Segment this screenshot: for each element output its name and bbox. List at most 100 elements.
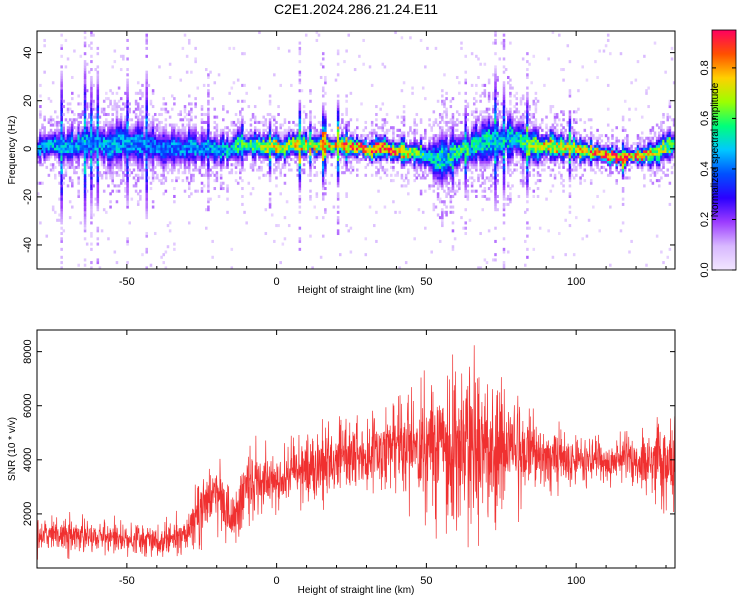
spectrogram-cell (345, 112, 348, 117)
spectrogram-cell (94, 134, 97, 138)
spectrogram-cell (385, 142, 389, 146)
spectrogram-cell (251, 136, 255, 140)
spectrogram-cell (173, 157, 176, 161)
spectrogram-cell (492, 165, 495, 169)
spectrogram-cell (379, 139, 382, 143)
spectrogram-cell (207, 163, 210, 167)
spectrogram-cell (37, 157, 40, 161)
spectrogram-cell (219, 144, 223, 148)
spectrogram-cell (192, 176, 195, 180)
spectrogram-cell (368, 150, 372, 154)
spectrogram-cell (447, 147, 450, 151)
spectrogram-cell (498, 126, 502, 130)
spectrogram-cell (441, 152, 444, 156)
spectrogram-cell (428, 152, 431, 156)
spectrogram-cell (181, 150, 185, 154)
spectrogram-cell (132, 176, 136, 180)
spectrogram-cell (198, 171, 202, 175)
spectrogram-cell (279, 152, 282, 156)
spectrogram-cell (90, 197, 93, 201)
spectrogram-cell (111, 131, 114, 135)
spectrogram-cell (287, 139, 291, 143)
spectrogram-cell (428, 150, 431, 154)
spectrogram-cell (92, 184, 95, 188)
spectrogram-cell (128, 142, 131, 146)
spectrogram-cell (109, 131, 112, 135)
spectrogram-cell (60, 171, 63, 175)
spectrogram-cell (58, 139, 61, 143)
spectrogram-cell (54, 131, 57, 135)
spectrogram-cell (215, 136, 219, 140)
spectrogram-cell (192, 147, 195, 151)
spectrogram-cell (111, 168, 114, 172)
spectrogram-cell (181, 155, 185, 159)
spectrogram-cell (400, 89, 404, 93)
spectrogram-cell (43, 142, 46, 146)
spectrogram-cell (502, 134, 506, 138)
spectrogram-cell (277, 165, 280, 169)
spectrogram-cell (436, 142, 440, 146)
spectrogram-cell (83, 94, 87, 98)
spectrogram-cell (54, 134, 57, 138)
spectrogram-cell (485, 118, 489, 122)
spectrogram-cell (479, 160, 482, 164)
spectrogram-cell (470, 120, 474, 124)
spectrogram-cell (234, 147, 238, 151)
spectrogram-cell (356, 173, 359, 177)
spectrogram-cell (139, 160, 142, 164)
spectrogram-cell (364, 136, 368, 140)
spectrogram-cell (472, 163, 476, 167)
spectrogram-cell (68, 118, 72, 122)
spectrogram-cell (290, 131, 293, 135)
spectrogram-cell (239, 123, 242, 127)
spectrogram-cell (398, 139, 402, 143)
spectrogram-cell (262, 150, 265, 154)
spectrogram-cell (151, 168, 155, 172)
spectrogram-cell (102, 165, 106, 169)
spectrogram-cell (345, 136, 348, 140)
spectrogram-cell (451, 229, 455, 233)
spectrogram-cell (481, 136, 484, 140)
spectrogram-cell (117, 150, 121, 154)
spectrogram-cell (215, 152, 219, 156)
spectrogram-cell (209, 173, 212, 177)
spectrogram-cell (347, 160, 351, 164)
spectrogram-cell (230, 131, 234, 135)
spectrogram-cell (111, 118, 114, 122)
spectrogram-cell (309, 142, 312, 146)
spectrogram-cell (111, 157, 114, 161)
spectrogram-cell (477, 57, 480, 61)
spectrogram-cell (502, 65, 506, 69)
spectrogram-cell (49, 118, 53, 122)
spectrogram-cell (349, 142, 353, 146)
spectrogram-cell (260, 120, 263, 124)
spectrogram-cell (292, 139, 295, 143)
spectrogram-cell (162, 173, 165, 177)
spectrogram-cell (264, 142, 268, 146)
spectrogram-cell (449, 194, 453, 198)
spectrogram-cell (164, 139, 168, 143)
spectrogram-cell (107, 97, 110, 101)
spectrogram-cell (145, 250, 148, 254)
spectrogram-cell (424, 128, 427, 132)
spectrogram-cell (43, 152, 46, 156)
spectrogram-cell (302, 171, 306, 175)
spectrogram-cell (149, 123, 153, 127)
spectrogram-cell (321, 160, 325, 164)
spectrogram-cell (232, 144, 236, 148)
spectrogram-cell (511, 126, 514, 130)
spectrogram-cell (268, 192, 272, 196)
spectrogram-cell (168, 221, 172, 225)
spectrogram-cell (428, 139, 431, 143)
spectrogram-cell (128, 144, 131, 148)
spectrogram-cell (134, 131, 138, 135)
spectrogram-cell (487, 150, 491, 154)
spectrogram-cell (345, 192, 348, 196)
spectrogram-cell (54, 210, 57, 214)
spectrogram-cell (77, 147, 80, 151)
spectrogram-cell (455, 155, 459, 159)
spectrogram-cell (213, 144, 217, 148)
spectrogram-cell (90, 112, 93, 117)
spectrogram-cell (90, 208, 93, 212)
spectrogram-cell (500, 150, 504, 154)
